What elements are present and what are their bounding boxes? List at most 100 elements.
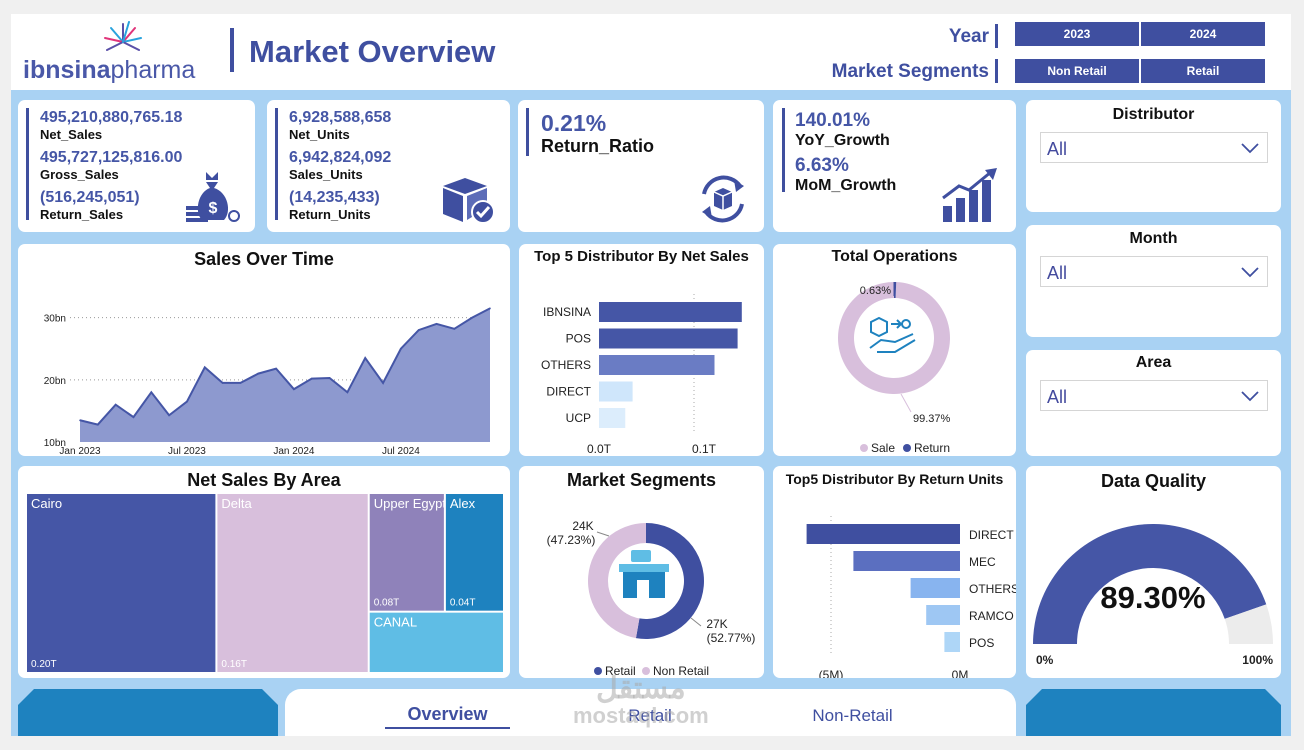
logo-text-bold: ibnsina [23,56,111,84]
return-sales-label: Return_Sales [40,207,124,222]
bar [599,302,742,322]
sales-point [239,382,242,384]
mom-growth-value: 6.63% [795,155,849,176]
category-label: RAMCO [969,609,1014,623]
legend-marker-non-retail [642,667,650,675]
top5-net-sales-card: Top 5 Distributor By Net Sales IBNSINA PO… [519,244,764,456]
top5-net-sales-title: Top 5 Distributor By Net Sales [534,248,749,265]
return-units-value: (14,235,433) [289,189,380,206]
kpi-units-card: 6,928,588,658 Net_Units 6,942,824,092 Sa… [267,100,510,232]
x-tick-label: Jan 2024 [273,446,315,456]
sales-point [97,423,99,426]
retail-slice [635,523,704,639]
bar [599,381,633,402]
month-dropdown[interactable]: All [1040,256,1268,287]
year-label-bar [995,24,998,48]
net-sales-label: Net_Sales [40,127,103,142]
growth-chart-icon [942,168,997,222]
treemap-value: 0.16T [221,659,247,670]
total-operations-title: Total Operations [831,248,958,265]
dashboard-canvas: ibnsinapharma Market Overview Year 2023 … [11,14,1291,736]
sales-point [400,347,402,350]
bottom-nav: Overview Retail Non-Retail مستقل mostaql… [285,673,1016,736]
area-slicer-title: Area [1135,354,1172,371]
sales-point [221,382,224,384]
treemap-label: Upper Egypt [374,496,447,511]
market-segments-card: Market Segments 24K (47.23%) 27K (52.77%) Re… [519,466,764,678]
data-quality-card: Data Quality 89.30% 0% 100% [1026,466,1281,678]
sales-point [382,382,384,384]
year-label: Year [948,26,989,47]
bottom-right-tab-shape [1026,689,1281,736]
title-divider [230,28,234,72]
y-tick-label: 30bn [44,314,66,325]
treemap-label: Delta [221,496,252,511]
logo-text-light: pharma [110,56,196,84]
category-label: OTHERS [541,358,591,372]
month-dropdown-value: All [1047,263,1068,283]
svg-text:$: $ [209,200,218,217]
bar [944,632,960,652]
gross-sales-value: 495,727,125,816.00 [40,149,183,166]
bar [599,355,715,375]
treemap-label: CANAL [374,615,417,630]
x-tick-label: Jan 2023 [59,446,101,456]
treemap-tile [27,494,216,672]
bottom-left-tab-shape [18,689,278,736]
yoy-growth-label: YoY_Growth [795,132,890,149]
bar [853,551,960,571]
y-tick-label: 20bn [44,376,66,387]
legend-marker-return [903,444,911,452]
return-slice [894,282,897,299]
kpi-units-accent-bar [275,108,278,220]
sales-point [471,316,473,319]
sales-over-time-card: Sales Over Time 10bn 20bn 30bn Jan 2023 Jul … [18,244,510,456]
return-units-label: Return_Units [289,207,371,222]
segment-button-non-retail[interactable]: Non Retail [1015,59,1139,83]
data-quality-title: Data Quality [1100,471,1207,491]
header: ibnsinapharma Market Overview Year 2023 … [11,14,1291,90]
category-label: UCP [566,411,591,425]
yoy-growth-value: 140.01% [795,110,871,131]
sales-point [417,329,420,331]
category-label: DIRECT [546,385,591,399]
distributor-dropdown[interactable]: All [1040,132,1268,163]
treemap-tile [217,494,368,672]
area-dropdown-value: All [1047,387,1068,407]
tab-retail[interactable]: Retail [628,706,672,725]
bar [599,328,738,349]
category-label: POS [969,636,994,650]
gauge-max-label: 100% [1242,653,1273,667]
sales-units-value: 6,942,824,092 [289,149,392,166]
kpi-return-ratio-card: 0.21% Return_Ratio [518,100,764,232]
category-label: POS [566,332,591,346]
segment-button-retail[interactable]: Retail [1141,59,1265,83]
category-label: IBNSINA [543,305,591,319]
x-tick-label: 0.0T [587,442,612,456]
tab-non-retail[interactable]: Non-Retail [812,706,893,725]
bar [806,524,960,544]
year-button-2023[interactable]: 2023 [1015,22,1139,46]
gauge-value-arc [1033,524,1267,644]
top5-return-units-title: Top5 Distributor By Return Units [785,471,1004,487]
legend-label-return: Return [914,441,950,455]
page-title: Market Overview [249,34,496,69]
money-bag-icon: $ [186,172,240,222]
leader-line [690,617,702,627]
treemap-label: Cairo [31,496,62,511]
x-tick-label: (5M) [819,668,844,678]
sales-point [328,377,331,379]
non-retail-slice [588,523,646,639]
sales-point [186,400,188,403]
return-ratio-value: 0.21% [541,110,607,136]
total-operations-chart: 0.63% 99.37% Sale Return [837,282,951,455]
net-sales-by-area-card: Net Sales By Area Cairo 0.20T Delta 0.16T Up… [18,466,510,678]
year-button-2024[interactable]: 2024 [1141,22,1265,46]
tab-overview[interactable]: Overview [385,704,510,729]
sales-point [346,391,349,394]
market-segments-title: Market Segments [566,470,717,490]
area-dropdown[interactable]: All [1040,380,1268,411]
legend-marker-retail [594,667,602,675]
sale-slice-label: 99.37% [913,413,951,425]
gross-sales-label: Gross_Sales [40,167,119,182]
